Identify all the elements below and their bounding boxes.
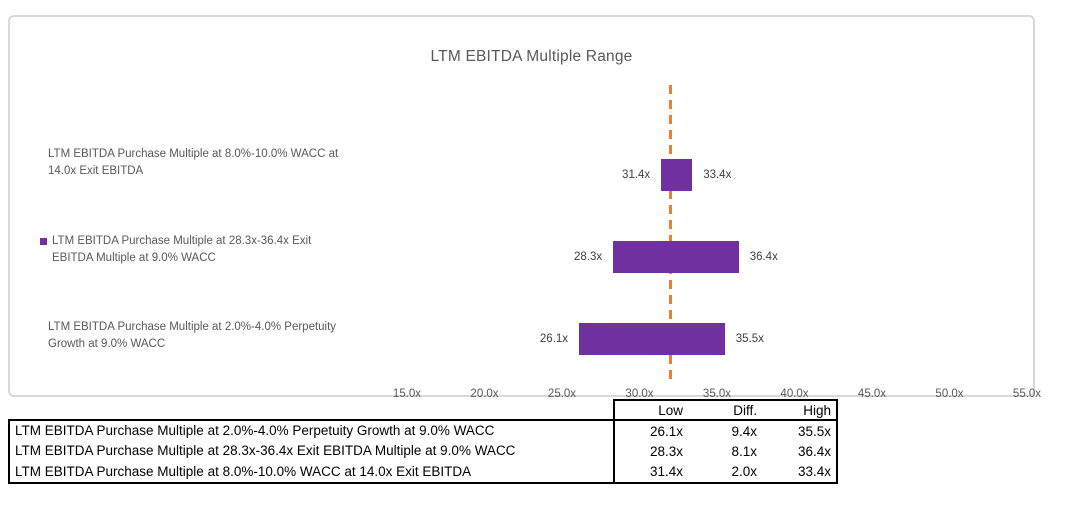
summary-table-labels: LTM EBITDA Purchase Multiple at 2.0%-4.0… [10,421,615,482]
table-row-label: LTM EBITDA Purchase Multiple at 2.0%-4.0… [15,423,495,439]
bar-low-value: 26.1x [539,333,569,345]
cell-high: 35.5x [797,423,831,439]
cell-low: 26.1x [649,423,683,439]
x-axis-tick: 50.0x [935,388,964,400]
x-axis-tick: 35.0x [702,388,732,400]
x-axis-tick: 25.0x [547,388,577,400]
bar-high-value: 35.5x [735,333,764,345]
header-low: Low [658,402,683,418]
x-axis-tick: 40.0x [780,388,809,400]
reference-dashed-line [669,85,672,379]
cell-diff: 8.1x [731,443,757,459]
chart-frame: LTM EBITDA Multiple Range LTM EBITDA Pur… [8,15,1041,400]
table-row-label: LTM EBITDA Purchase Multiple at 28.3x-36… [15,443,516,459]
category-label-wacc-exit: LTM EBITDA Purchase Multiple at 8.0%-10.… [48,148,339,177]
category-label-exit-multiple: LTM EBITDA Purchase Multiple at 28.3x-36… [40,233,340,267]
category-label-text: LTM EBITDA Purchase Multiple at 28.3x-36… [52,235,312,264]
summary-table-header: Low Diff. High [613,399,838,421]
bar-low-value: 28.3x [574,251,603,263]
cell-high: 36.4x [797,443,831,459]
cell-diff: 2.0x [731,464,757,480]
cell-low: 31.4x [649,464,683,480]
header-high: High [803,402,831,418]
range-bar [661,159,693,191]
cell-low: 28.3x [649,443,683,459]
summary-table-body: LTM EBITDA Purchase Multiple at 2.0%-4.0… [8,419,838,484]
chart-title: LTM EBITDA Multiple Range [430,48,633,65]
cell-high: 33.4x [797,464,831,480]
header-diff: Diff. [733,402,757,418]
x-axis-tick: 30.0x [625,388,654,400]
x-axis-tick: 55.0x [1012,388,1042,400]
x-axis-tick: 20.0x [470,388,499,400]
bar-low-value: 31.4x [622,169,651,181]
range-bar [579,323,725,355]
cell-diff: 9.4x [731,423,757,439]
legend-marker-icon [40,238,47,245]
x-axis-tick: 45.0x [857,388,887,400]
category-label-perpetuity-growth: LTM EBITDA Purchase Multiple at 2.0%-4.0… [48,321,337,350]
bar-high-value: 33.4x [703,169,732,181]
x-axis-tick: 15.0x [392,388,422,400]
bar-high-value: 36.4x [749,251,778,263]
summary-table-values: 26.1x 9.4x 35.5x 28.3x 8.1x 36.4x 31.4x … [615,421,836,482]
table-row-label: LTM EBITDA Purchase Multiple at 8.0%-10.… [15,463,472,479]
range-bar [613,241,739,273]
